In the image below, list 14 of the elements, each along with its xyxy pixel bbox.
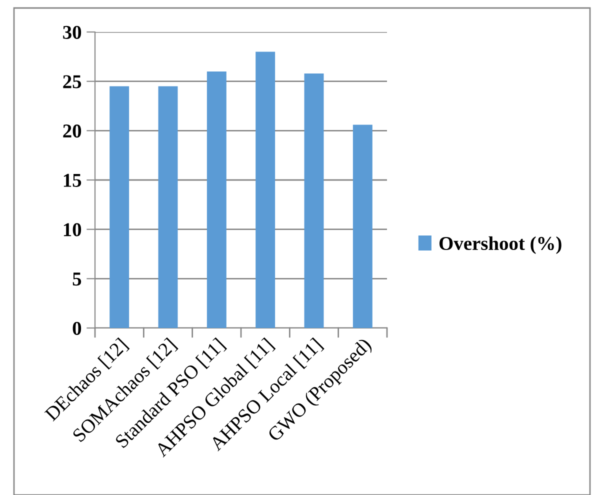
bar: [110, 86, 130, 328]
bar: [256, 52, 276, 328]
bar: [206, 71, 226, 328]
y-tick-label: 15: [64, 174, 82, 187]
bar: [352, 124, 372, 328]
bar: [304, 73, 324, 328]
y-tick-label: 5: [72, 272, 82, 286]
y-tick-label: 20: [63, 124, 82, 138]
y-tick-label: 0: [72, 322, 82, 335]
bar: [158, 86, 178, 328]
y-tick-label: 30: [63, 26, 82, 39]
y-tick-label: 10: [64, 223, 82, 236]
y-tick-label: 25: [63, 75, 82, 88]
legend-label: Overshoot (%): [439, 236, 562, 254]
